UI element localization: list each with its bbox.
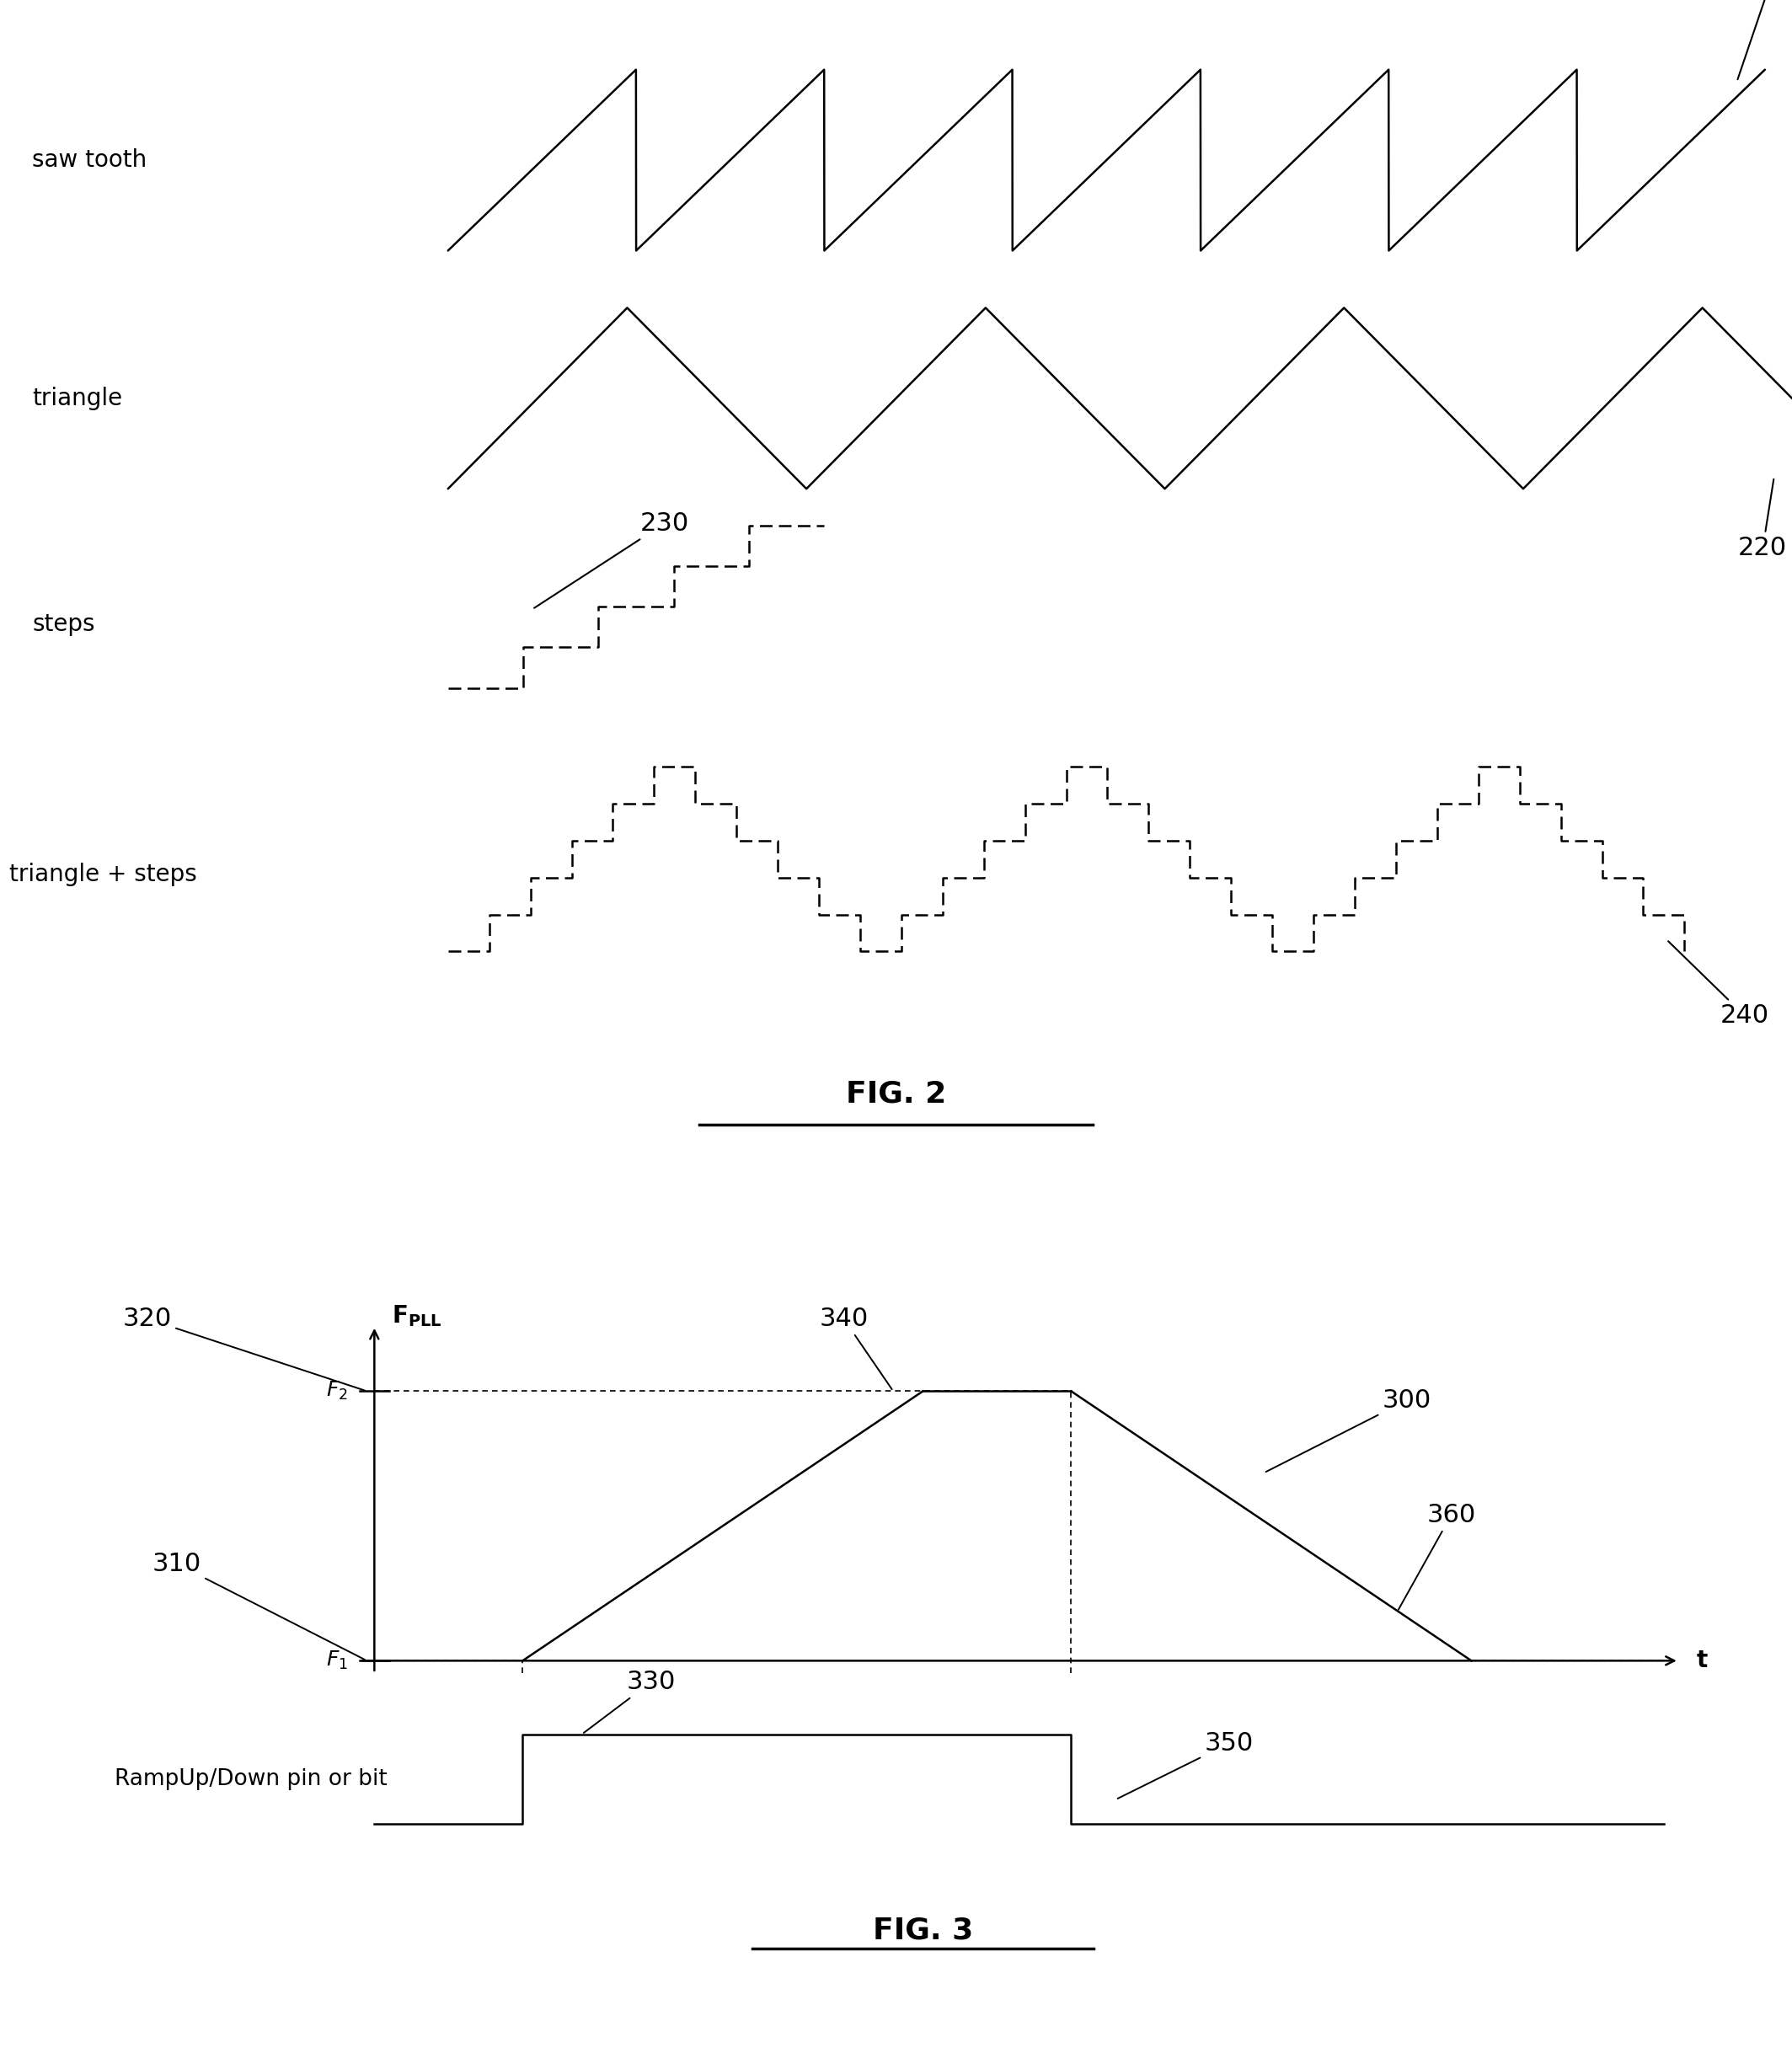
Text: RampUp/Down pin or bit: RampUp/Down pin or bit bbox=[115, 1768, 387, 1790]
Text: 360: 360 bbox=[1398, 1503, 1477, 1610]
Text: 350: 350 bbox=[1118, 1731, 1254, 1798]
Text: saw tooth: saw tooth bbox=[32, 148, 147, 172]
Text: triangle: triangle bbox=[32, 386, 122, 411]
Text: t: t bbox=[1697, 1649, 1708, 1673]
Text: FIG. 2: FIG. 2 bbox=[846, 1080, 946, 1109]
Text: 340: 340 bbox=[819, 1306, 892, 1390]
Text: triangle + steps: triangle + steps bbox=[9, 862, 197, 887]
Text: steps: steps bbox=[32, 612, 95, 636]
Text: 220: 220 bbox=[1738, 478, 1787, 560]
Text: $F_1$: $F_1$ bbox=[326, 1651, 348, 1671]
Text: 230: 230 bbox=[534, 511, 688, 608]
Text: $F_2$: $F_2$ bbox=[326, 1380, 348, 1402]
Text: 210: 210 bbox=[1738, 0, 1792, 80]
Text: 300: 300 bbox=[1265, 1388, 1432, 1472]
Text: FIG. 3: FIG. 3 bbox=[873, 1915, 973, 1944]
Text: 240: 240 bbox=[1668, 940, 1769, 1029]
Text: 330: 330 bbox=[584, 1669, 676, 1733]
Text: 310: 310 bbox=[152, 1552, 366, 1659]
Text: $\mathbf{F_{PLL}}$: $\mathbf{F_{PLL}}$ bbox=[392, 1304, 443, 1328]
Text: 320: 320 bbox=[122, 1306, 366, 1390]
